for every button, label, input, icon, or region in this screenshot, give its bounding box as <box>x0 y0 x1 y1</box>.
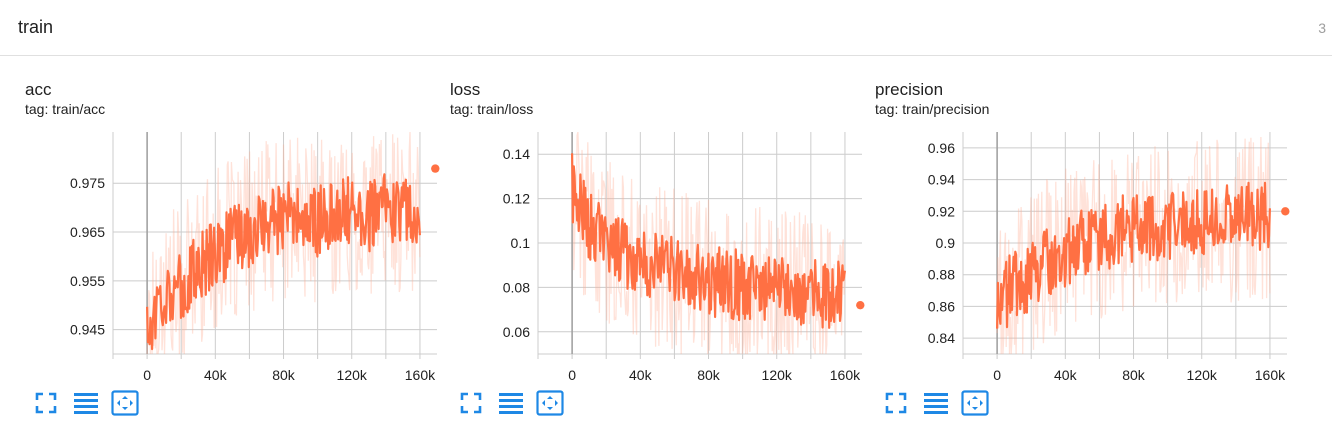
y-tick-label: 0.06 <box>503 324 530 340</box>
section-count: 3 <box>1318 20 1326 36</box>
toggle-log-scale-icon <box>74 393 98 414</box>
series-line <box>996 181 1271 329</box>
y-tick-label: 0.945 <box>70 322 105 338</box>
toggle-log-scale-icon <box>499 393 523 414</box>
x-tick-label: 40k <box>1054 367 1078 382</box>
fit-domain-icon <box>536 390 564 416</box>
x-tick-label: 160k <box>1255 367 1286 382</box>
y-tick-label: 0.14 <box>503 146 530 162</box>
toggle-log-scale-button[interactable] <box>73 390 99 416</box>
card-title: acc <box>25 80 52 99</box>
scalar-card-precision: precision tag: train/precision 0.84 0.86 0… <box>875 56 1295 446</box>
fullscreen-icon <box>35 392 57 414</box>
x-tick-label: 120k <box>337 367 368 382</box>
fullscreen-button[interactable] <box>33 390 59 416</box>
x-tick-label: 160k <box>830 367 861 382</box>
y-tick-label: 0.86 <box>928 298 955 314</box>
y-tick-label: 0.94 <box>928 172 955 188</box>
x-tick-label: 0 <box>568 367 576 382</box>
card-title: loss <box>450 80 481 99</box>
last-value-marker <box>431 164 440 173</box>
x-tick-label: 0 <box>993 367 1001 382</box>
card-tag: tag: train/acc <box>25 101 106 117</box>
y-tick-label: 0.9 <box>936 235 956 251</box>
y-tick-label: 0.84 <box>928 330 955 346</box>
y-tick-label: 0.92 <box>928 203 955 219</box>
last-value-marker <box>1281 207 1290 216</box>
series-line <box>571 153 846 329</box>
section-header[interactable]: train 3 <box>0 0 1332 56</box>
x-tick-label: 80k <box>272 367 296 382</box>
series-line-raw <box>996 136 1271 354</box>
scalar-chart[interactable]: 0.84 0.86 0.88 0.9 0.92 0.94 0.96 0 40k 80k 120k 16… <box>875 122 1295 382</box>
scalar-chart[interactable]: 0.06 0.08 0.1 0.12 0.14 0 40k 80k 120k 160k <box>450 122 870 382</box>
y-tick-label: 0.955 <box>70 273 105 289</box>
x-tick-label: 160k <box>405 367 436 382</box>
toggle-log-scale-button[interactable] <box>923 390 949 416</box>
card-title: precision <box>875 80 944 99</box>
y-tick-label: 0.965 <box>70 224 105 240</box>
series-line-raw <box>571 132 846 354</box>
card-tag: tag: train/precision <box>875 101 990 117</box>
x-tick-label: 40k <box>204 367 228 382</box>
fit-domain-button[interactable] <box>961 390 989 416</box>
x-tick-label: 40k <box>629 367 653 382</box>
last-value-marker <box>856 300 865 310</box>
scalar-card-loss: loss tag: train/loss 0.06 0.08 0.1 0.12 0.14… <box>450 56 870 446</box>
fullscreen-button[interactable] <box>883 390 909 416</box>
x-tick-label: 80k <box>1122 367 1146 382</box>
y-tick-label: 0.1 <box>511 235 531 251</box>
card-tag: tag: train/loss <box>450 101 534 117</box>
toggle-log-scale-icon <box>924 393 948 414</box>
fit-domain-icon <box>111 390 139 416</box>
y-tick-label: 0.08 <box>503 279 530 295</box>
y-tick-label: 0.88 <box>928 267 955 283</box>
fullscreen-icon <box>460 392 482 414</box>
scalar-card-acc: acc tag: train/acc 0.945 0.955 0.965 0.975 0… <box>25 56 445 446</box>
series-line <box>146 173 421 351</box>
x-tick-label: 120k <box>762 367 793 382</box>
x-tick-label: 0 <box>143 367 151 382</box>
toggle-log-scale-button[interactable] <box>498 390 524 416</box>
y-tick-label: 0.12 <box>503 191 530 207</box>
y-tick-label: 0.96 <box>928 140 955 156</box>
fit-domain-icon <box>961 390 989 416</box>
fullscreen-icon <box>885 392 907 414</box>
y-tick-label: 0.975 <box>70 175 105 191</box>
x-tick-label: 120k <box>1187 367 1218 382</box>
x-tick-label: 80k <box>697 367 721 382</box>
fit-domain-button[interactable] <box>536 390 564 416</box>
fullscreen-button[interactable] <box>458 390 484 416</box>
section-title: train <box>18 17 54 37</box>
fit-domain-button[interactable] <box>111 390 139 416</box>
scalar-chart[interactable]: 0.945 0.955 0.965 0.975 0 40k 80k 120k 160k <box>25 122 445 382</box>
